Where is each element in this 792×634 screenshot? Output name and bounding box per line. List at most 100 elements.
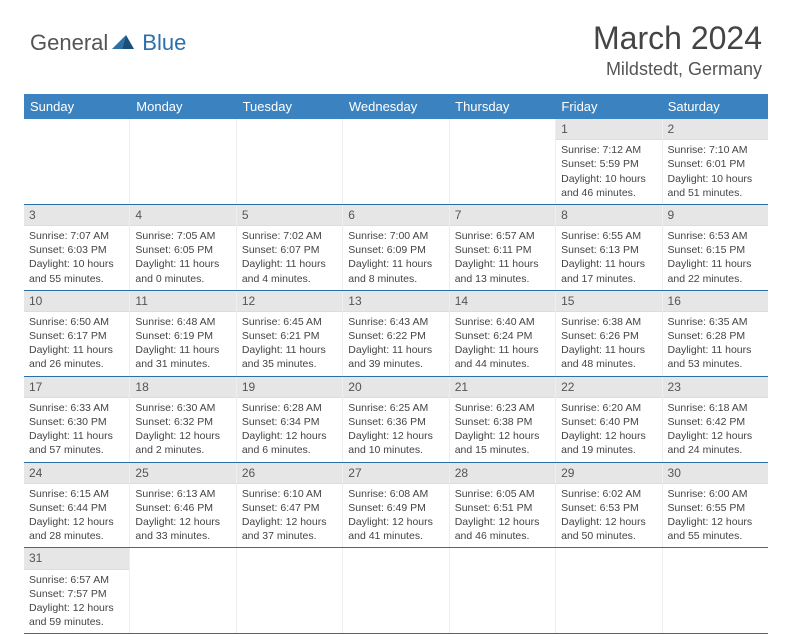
sunrise-text: Sunrise: 6:15 AM (29, 487, 124, 501)
daylight-text: and 39 minutes. (348, 357, 443, 371)
sunset-text: Sunset: 6:09 PM (348, 243, 443, 257)
daylight-text: and 8 minutes. (348, 272, 443, 286)
sunrise-text: Sunrise: 6:48 AM (135, 315, 230, 329)
day-number: 9 (663, 205, 768, 226)
day-body: Sunrise: 6:28 AMSunset: 6:34 PMDaylight:… (237, 398, 342, 462)
daylight-text: Daylight: 12 hours (29, 601, 124, 615)
day-cell: 6Sunrise: 7:00 AMSunset: 6:09 PMDaylight… (343, 205, 449, 290)
day-cell: 8Sunrise: 6:55 AMSunset: 6:13 PMDaylight… (556, 205, 662, 290)
header: General Blue March 2024 Mildstedt, Germa… (0, 0, 792, 88)
day-cell: 24Sunrise: 6:15 AMSunset: 6:44 PMDayligh… (24, 463, 130, 548)
day-cell: 1Sunrise: 7:12 AMSunset: 5:59 PMDaylight… (556, 119, 662, 204)
daylight-text: and 35 minutes. (242, 357, 337, 371)
sunrise-text: Sunrise: 7:10 AM (668, 143, 763, 157)
daylight-text: Daylight: 11 hours (455, 257, 550, 271)
sunset-text: Sunset: 6:07 PM (242, 243, 337, 257)
day-cell: 7Sunrise: 6:57 AMSunset: 6:11 PMDaylight… (450, 205, 556, 290)
day-body: Sunrise: 6:02 AMSunset: 6:53 PMDaylight:… (556, 484, 661, 548)
sunset-text: Sunset: 7:57 PM (29, 587, 124, 601)
sunset-text: Sunset: 6:44 PM (29, 501, 124, 515)
day-cell: 13Sunrise: 6:43 AMSunset: 6:22 PMDayligh… (343, 291, 449, 376)
day-cell: 25Sunrise: 6:13 AMSunset: 6:46 PMDayligh… (130, 463, 236, 548)
sunrise-text: Sunrise: 7:07 AM (29, 229, 124, 243)
daylight-text: and 26 minutes. (29, 357, 124, 371)
empty-cell (237, 548, 343, 633)
sunrise-text: Sunrise: 6:45 AM (242, 315, 337, 329)
day-body: Sunrise: 6:35 AMSunset: 6:28 PMDaylight:… (663, 312, 768, 376)
day-body: Sunrise: 6:55 AMSunset: 6:13 PMDaylight:… (556, 226, 661, 290)
day-number: 31 (24, 548, 129, 569)
day-body: Sunrise: 6:38 AMSunset: 6:26 PMDaylight:… (556, 312, 661, 376)
day-cell: 11Sunrise: 6:48 AMSunset: 6:19 PMDayligh… (130, 291, 236, 376)
logo-text-blue: Blue (142, 30, 186, 56)
sunset-text: Sunset: 6:32 PM (135, 415, 230, 429)
sunrise-text: Sunrise: 6:30 AM (135, 401, 230, 415)
sunrise-text: Sunrise: 6:43 AM (348, 315, 443, 329)
day-body: Sunrise: 6:48 AMSunset: 6:19 PMDaylight:… (130, 312, 235, 376)
sunrise-text: Sunrise: 6:57 AM (29, 573, 124, 587)
daylight-text: Daylight: 12 hours (668, 429, 763, 443)
day-body: Sunrise: 6:25 AMSunset: 6:36 PMDaylight:… (343, 398, 448, 462)
sunrise-text: Sunrise: 6:57 AM (455, 229, 550, 243)
month-title: March 2024 (593, 20, 762, 57)
empty-cell (556, 548, 662, 633)
day-body: Sunrise: 6:33 AMSunset: 6:30 PMDaylight:… (24, 398, 129, 462)
day-body: Sunrise: 6:43 AMSunset: 6:22 PMDaylight:… (343, 312, 448, 376)
daylight-text: Daylight: 11 hours (561, 257, 656, 271)
day-body: Sunrise: 6:57 AMSunset: 6:11 PMDaylight:… (450, 226, 555, 290)
day-number: 3 (24, 205, 129, 226)
day-cell: 30Sunrise: 6:00 AMSunset: 6:55 PMDayligh… (663, 463, 768, 548)
daylight-text: and 53 minutes. (668, 357, 763, 371)
daylight-text: Daylight: 11 hours (135, 343, 230, 357)
empty-cell (343, 548, 449, 633)
sunrise-text: Sunrise: 6:00 AM (668, 487, 763, 501)
day-body: Sunrise: 6:30 AMSunset: 6:32 PMDaylight:… (130, 398, 235, 462)
sunrise-text: Sunrise: 6:38 AM (561, 315, 656, 329)
daylight-text: Daylight: 11 hours (348, 257, 443, 271)
day-cell: 14Sunrise: 6:40 AMSunset: 6:24 PMDayligh… (450, 291, 556, 376)
day-number: 4 (130, 205, 235, 226)
day-cell: 29Sunrise: 6:02 AMSunset: 6:53 PMDayligh… (556, 463, 662, 548)
sunset-text: Sunset: 6:30 PM (29, 415, 124, 429)
daylight-text: Daylight: 10 hours (29, 257, 124, 271)
daylight-text: and 28 minutes. (29, 529, 124, 543)
day-body: Sunrise: 6:50 AMSunset: 6:17 PMDaylight:… (24, 312, 129, 376)
daylight-text: Daylight: 12 hours (135, 515, 230, 529)
day-number: 28 (450, 463, 555, 484)
daylight-text: Daylight: 10 hours (668, 172, 763, 186)
day-cell: 22Sunrise: 6:20 AMSunset: 6:40 PMDayligh… (556, 377, 662, 462)
day-header: Sunday (24, 94, 130, 119)
daylight-text: Daylight: 11 hours (135, 257, 230, 271)
day-body: Sunrise: 6:45 AMSunset: 6:21 PMDaylight:… (237, 312, 342, 376)
day-cell: 5Sunrise: 7:02 AMSunset: 6:07 PMDaylight… (237, 205, 343, 290)
calendar: SundayMondayTuesdayWednesdayThursdayFrid… (24, 94, 768, 634)
daylight-text: Daylight: 12 hours (561, 515, 656, 529)
sunset-text: Sunset: 5:59 PM (561, 157, 656, 171)
daylight-text: Daylight: 12 hours (135, 429, 230, 443)
day-number: 8 (556, 205, 661, 226)
empty-cell (24, 119, 130, 204)
daylight-text: Daylight: 11 hours (242, 257, 337, 271)
sunset-text: Sunset: 6:24 PM (455, 329, 550, 343)
day-number: 22 (556, 377, 661, 398)
sunrise-text: Sunrise: 7:05 AM (135, 229, 230, 243)
sunset-text: Sunset: 6:19 PM (135, 329, 230, 343)
sunrise-text: Sunrise: 6:40 AM (455, 315, 550, 329)
day-number: 25 (130, 463, 235, 484)
sunset-text: Sunset: 6:11 PM (455, 243, 550, 257)
daylight-text: Daylight: 11 hours (348, 343, 443, 357)
sunset-text: Sunset: 6:03 PM (29, 243, 124, 257)
sunrise-text: Sunrise: 7:12 AM (561, 143, 656, 157)
daylight-text: and 17 minutes. (561, 272, 656, 286)
week-row: 10Sunrise: 6:50 AMSunset: 6:17 PMDayligh… (24, 291, 768, 377)
sunset-text: Sunset: 6:47 PM (242, 501, 337, 515)
daylight-text: and 19 minutes. (561, 443, 656, 457)
day-number: 20 (343, 377, 448, 398)
day-header: Saturday (662, 94, 768, 119)
logo: General Blue (30, 30, 186, 56)
daylight-text: Daylight: 11 hours (29, 429, 124, 443)
day-body: Sunrise: 6:18 AMSunset: 6:42 PMDaylight:… (663, 398, 768, 462)
empty-cell (130, 119, 236, 204)
daylight-text: and 10 minutes. (348, 443, 443, 457)
day-cell: 10Sunrise: 6:50 AMSunset: 6:17 PMDayligh… (24, 291, 130, 376)
